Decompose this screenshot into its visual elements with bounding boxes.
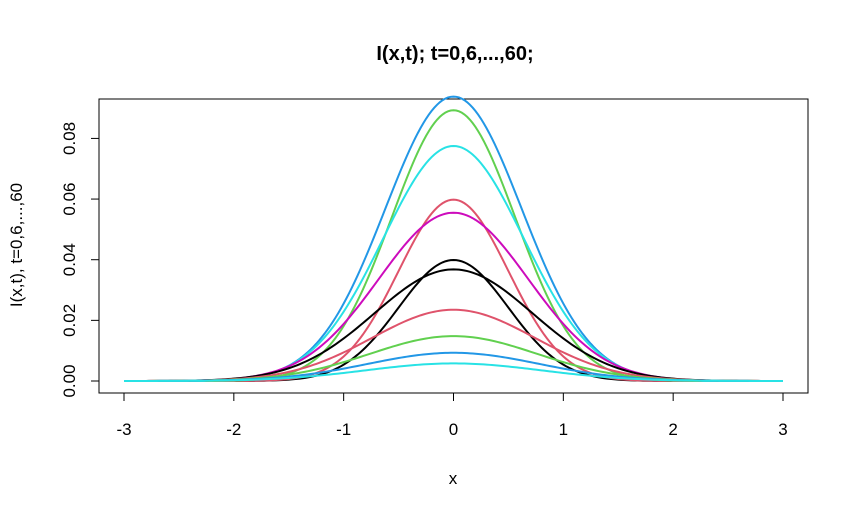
y-tick-label: 0.02 — [60, 304, 79, 337]
series-line-t12 — [124, 109, 783, 382]
y-tick-label: 0.06 — [60, 183, 79, 216]
x-tick-label: -3 — [116, 420, 131, 439]
x-tick-label: -2 — [226, 420, 241, 439]
series-line-t60 — [124, 362, 783, 382]
y-axis: 0.00 0.02 0.04 0.06 0.08 — [60, 122, 100, 398]
series-group — [124, 95, 783, 382]
series-line-t18 — [124, 95, 783, 382]
y-tick-label: 0.00 — [60, 364, 79, 397]
x-axis: -3 -2 -1 0 1 2 3 — [116, 392, 788, 439]
x-tick-label: -1 — [336, 420, 351, 439]
series-line-t24 — [124, 144, 783, 382]
chart-title: I(x,t); t=0,6,...,60; — [376, 43, 533, 65]
series-line-t42 — [124, 308, 783, 382]
x-tick-label: 1 — [559, 420, 568, 439]
x-tick-label: 2 — [668, 420, 677, 439]
series-line-t54 — [124, 351, 783, 382]
x-tick-label: 3 — [778, 420, 787, 439]
series-line-t48 — [124, 335, 783, 382]
series-line-t30 — [124, 211, 783, 382]
y-axis-label: I(x,t), t=0,6,...,60 — [7, 183, 26, 307]
y-tick-label: 0.04 — [60, 243, 79, 276]
x-axis-label: x — [449, 469, 458, 488]
y-tick-label: 0.08 — [60, 122, 79, 155]
plot-area-box — [98, 98, 809, 394]
x-tick-label: 0 — [449, 420, 458, 439]
series-line-t6 — [124, 198, 783, 382]
